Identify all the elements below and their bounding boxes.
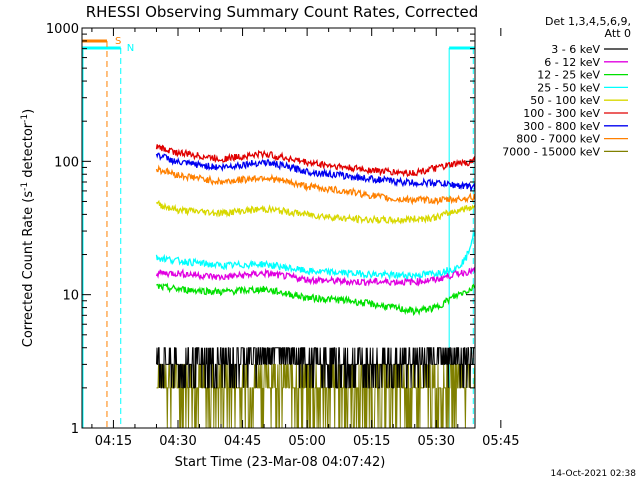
y-tick-label-3: 1000 [46, 22, 79, 37]
night-label: N [127, 43, 134, 54]
legend-label-1: 6 - 12 keV [544, 56, 600, 69]
legend-label-0: 3 - 6 keV [551, 43, 600, 56]
x-tick-label-1: 04:30 [159, 434, 196, 449]
series-line-6 [155, 152, 476, 191]
legend-label-7: 800 - 7000 keV [516, 133, 600, 146]
legend-label-6: 300 - 800 keV [523, 120, 600, 133]
y-tick-label-0: 1 [71, 422, 79, 437]
x-axis-label: Start Time (23-Mar-08 04:07:42) [175, 455, 386, 470]
y-axis-label-sup-1: -1 [20, 182, 30, 191]
x-tick-label-3: 05:00 [288, 434, 325, 449]
legend-label-8: 7000 - 15000 keV [502, 145, 600, 158]
x-axis: 04:15 04:30 04:45 05:00 05:15 05:30 05:45 [91, 28, 520, 449]
series-line-8 [156, 363, 476, 429]
y-axis-label-sup-2: -1 [20, 114, 30, 123]
saa-label: S [115, 36, 121, 47]
x-tick-label-5: 05:30 [418, 434, 455, 449]
x-tick-label-0: 04:15 [95, 434, 132, 449]
plot-area: SN [82, 36, 476, 429]
chart-title: RHESSI Observing Summary Count Rates, Co… [86, 3, 479, 21]
series-line-7 [155, 164, 476, 206]
x-tick-label-2: 04:45 [224, 434, 261, 449]
series-line-3 [155, 231, 476, 281]
x-tick-label-6: 05:45 [482, 434, 519, 449]
plot-frame [81, 27, 476, 429]
y-axis-label-part-1: Corrected Count Rate (s [21, 191, 36, 348]
legend-label-5: 100 - 300 keV [523, 107, 600, 120]
series-line-1 [155, 266, 476, 287]
legend-label-3: 25 - 50 keV [537, 81, 600, 94]
legend-header-line-2: Att 0 [605, 27, 631, 40]
legend-header-line-1: Det 1,3,4,5,6,9, [545, 15, 631, 28]
series-line-2 [156, 282, 476, 316]
x-tick-label-4: 05:15 [353, 434, 390, 449]
series-line-0 [156, 347, 475, 389]
y-tick-label-1: 10 [62, 289, 79, 304]
legend-label-2: 12 - 25 keV [537, 69, 600, 82]
y-tick-label-2: 100 [54, 155, 79, 170]
legend-label-4: 50 - 100 keV [530, 94, 600, 107]
series-line-5 [155, 144, 476, 178]
y-axis-label-part-3: ) [21, 109, 36, 114]
y-axis-label-part-2: detector [21, 122, 36, 182]
y-axis-label: Corrected Count Rate (s-1 detector-1) [20, 109, 36, 347]
legend-header: Det 1,3,4,5,6,9, Att 0 [545, 15, 631, 40]
y-axis: 1 10 100 1000 [46, 22, 475, 437]
series-line-4 [155, 199, 476, 225]
timestamp: 14-Oct-2021 02:38 [551, 469, 637, 479]
